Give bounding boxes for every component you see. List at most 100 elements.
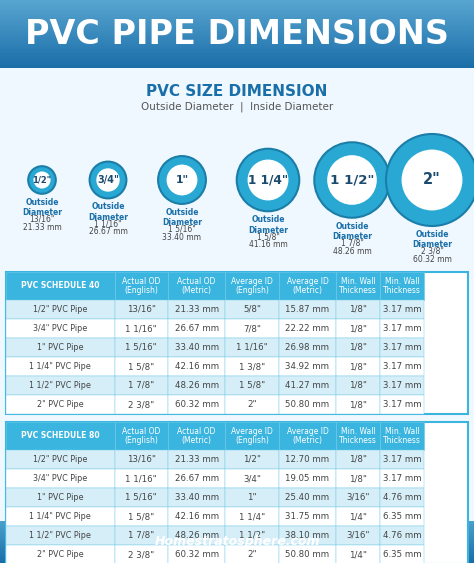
Bar	[0, 553, 474, 555]
Bar	[0, 562, 474, 563]
Text: Average ID
(Metric): Average ID (Metric)	[286, 276, 328, 296]
Circle shape	[237, 149, 299, 211]
Bar	[226, 319, 279, 338]
Bar	[337, 338, 380, 357]
Bar	[0, 63, 474, 65]
Bar	[279, 319, 337, 338]
Text: 1 5/16": 1 5/16"	[125, 493, 157, 502]
Bar	[6, 507, 115, 526]
Text: 26.67 mm: 26.67 mm	[174, 324, 219, 333]
Text: Outside
Diameter: Outside Diameter	[332, 222, 372, 241]
Bar	[6, 272, 115, 300]
Bar	[380, 300, 424, 319]
Bar	[226, 272, 279, 300]
Bar	[0, 55, 474, 56]
Bar	[115, 272, 168, 300]
Text: 1 1/4": 1 1/4"	[239, 512, 265, 521]
Text: 1/8": 1/8"	[349, 324, 367, 333]
Circle shape	[33, 171, 51, 189]
Bar	[0, 5, 474, 7]
Bar	[279, 526, 337, 545]
Bar	[0, 543, 474, 544]
Bar	[380, 319, 424, 338]
Bar	[168, 338, 226, 357]
Text: 1/8": 1/8"	[349, 381, 367, 390]
Bar	[6, 338, 115, 357]
Circle shape	[386, 134, 474, 226]
Text: Actual OD
(Metric): Actual OD (Metric)	[177, 427, 216, 445]
Bar	[380, 357, 424, 376]
Bar	[226, 300, 279, 319]
Bar	[115, 395, 168, 414]
Bar	[0, 65, 474, 66]
Bar	[0, 56, 474, 58]
Text: 3/4" PVC Pipe: 3/4" PVC Pipe	[33, 324, 87, 333]
Bar	[0, 534, 474, 535]
Bar	[337, 469, 380, 488]
Bar	[6, 545, 115, 563]
Text: 1/4": 1/4"	[349, 550, 367, 559]
Bar	[0, 15, 474, 17]
Bar	[0, 60, 474, 61]
Bar	[226, 338, 279, 357]
Bar	[337, 545, 380, 563]
Text: Average ID
(Metric): Average ID (Metric)	[286, 427, 328, 445]
Bar	[0, 39, 474, 41]
Text: 1 1/2": 1 1/2"	[239, 531, 265, 540]
Bar	[0, 37, 474, 39]
Bar	[115, 545, 168, 563]
Text: 1" PVC Pipe: 1" PVC Pipe	[37, 493, 83, 502]
Bar	[0, 32, 474, 34]
Text: 1/2": 1/2"	[33, 176, 52, 185]
Text: 4.76 mm: 4.76 mm	[383, 493, 421, 502]
Bar	[115, 357, 168, 376]
Bar	[0, 528, 474, 529]
Bar	[380, 376, 424, 395]
Text: 21.33 mm: 21.33 mm	[174, 305, 219, 314]
Circle shape	[327, 154, 378, 205]
Circle shape	[314, 142, 390, 218]
Bar	[0, 548, 474, 549]
Bar	[115, 338, 168, 357]
Bar	[0, 53, 474, 55]
Bar	[0, 2, 474, 3]
Text: 22.22 mm: 22.22 mm	[285, 324, 329, 333]
Bar	[337, 319, 380, 338]
Bar	[279, 545, 337, 563]
Bar	[279, 507, 337, 526]
Text: 48.26 mm: 48.26 mm	[333, 247, 371, 256]
Bar	[168, 507, 226, 526]
Text: Outside
Diameter: Outside Diameter	[162, 208, 202, 227]
Text: 1 1/4": 1 1/4"	[248, 173, 288, 186]
Bar	[0, 533, 474, 534]
Bar	[115, 507, 168, 526]
Bar	[337, 395, 380, 414]
Text: 19.05 mm: 19.05 mm	[285, 474, 329, 483]
Bar	[279, 469, 337, 488]
Bar	[279, 272, 337, 300]
Bar	[279, 357, 337, 376]
Text: 33.40 mm: 33.40 mm	[174, 343, 219, 352]
Bar	[0, 537, 474, 538]
Bar	[337, 376, 380, 395]
Text: Actual OD
(Metric): Actual OD (Metric)	[177, 276, 216, 296]
Text: 1" PVC Pipe: 1" PVC Pipe	[37, 343, 83, 352]
Text: 42.16 mm: 42.16 mm	[174, 512, 219, 521]
Bar	[0, 551, 474, 552]
Bar	[115, 300, 168, 319]
Bar	[168, 376, 226, 395]
Text: 3.17 mm: 3.17 mm	[383, 305, 421, 314]
Text: 1 1/2" PVC Pipe: 1 1/2" PVC Pipe	[29, 531, 91, 540]
Text: 21.33 mm: 21.33 mm	[174, 455, 219, 464]
Bar	[0, 46, 474, 48]
Text: Actual OD
(English): Actual OD (English)	[122, 427, 160, 445]
Bar	[0, 560, 474, 561]
Text: 26.67 mm: 26.67 mm	[89, 227, 128, 236]
Bar	[0, 34, 474, 35]
Text: 3.17 mm: 3.17 mm	[383, 362, 421, 371]
Text: 60.32 mm: 60.32 mm	[412, 255, 451, 264]
Bar	[226, 545, 279, 563]
Bar	[337, 507, 380, 526]
Text: Outside
Diameter: Outside Diameter	[248, 215, 288, 235]
Text: 2": 2"	[247, 400, 257, 409]
